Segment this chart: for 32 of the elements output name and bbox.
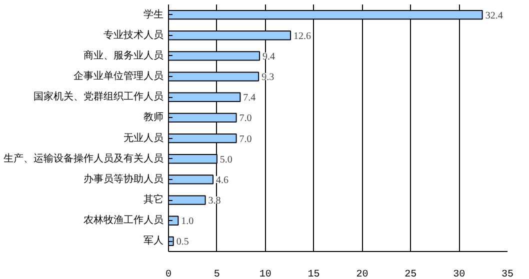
y-tick-label: 专业技术人员 — [104, 28, 164, 41]
data-label: 0.5 — [176, 236, 189, 248]
y-tick-label: 生产、运输设备操作人员及有关人员 — [4, 152, 164, 164]
y-tick-label: 企事业单位管理人员 — [74, 70, 164, 82]
data-label: 7.0 — [239, 134, 252, 145]
y-tick-label: 无业人员 — [124, 132, 164, 144]
data-label: 12.6 — [294, 30, 312, 42]
x-tick-label: 25 — [404, 270, 417, 279]
x-tick-label: 35 — [502, 270, 514, 279]
data-label: 3.8 — [208, 196, 221, 207]
data-label: 7.0 — [239, 113, 252, 124]
y-tick-label: 军人 — [144, 236, 164, 247]
x-tick-label: 5 — [214, 270, 220, 279]
data-label: 1.0 — [181, 216, 194, 228]
y-tick-label: 商业、服务业人员 — [84, 49, 164, 62]
y-tick-label: 国家机关、党群组织工作人员 — [34, 90, 164, 103]
data-label: 7.4 — [243, 92, 256, 104]
x-tick-label: 30 — [453, 270, 466, 279]
y-tick-label: 其它 — [144, 194, 164, 206]
y-tick-label: 教师 — [144, 112, 164, 124]
y-tick-label: 办事员等协助人员 — [84, 172, 164, 185]
data-label: 32.4 — [485, 10, 503, 22]
data-label: 9.3 — [262, 72, 274, 84]
y-tick-label: 学生 — [144, 8, 164, 20]
x-tick-label: 0 — [166, 270, 172, 279]
y-tick-label: 农林牧渔工作人员 — [84, 214, 164, 226]
x-tick-label: 15 — [308, 270, 320, 279]
data-label: 9.4 — [262, 51, 276, 62]
data-label: 4.6 — [216, 174, 229, 186]
x-tick-label: 10 — [259, 270, 272, 279]
x-tick-label: 20 — [356, 270, 368, 279]
data-label: 5.0 — [220, 154, 232, 166]
